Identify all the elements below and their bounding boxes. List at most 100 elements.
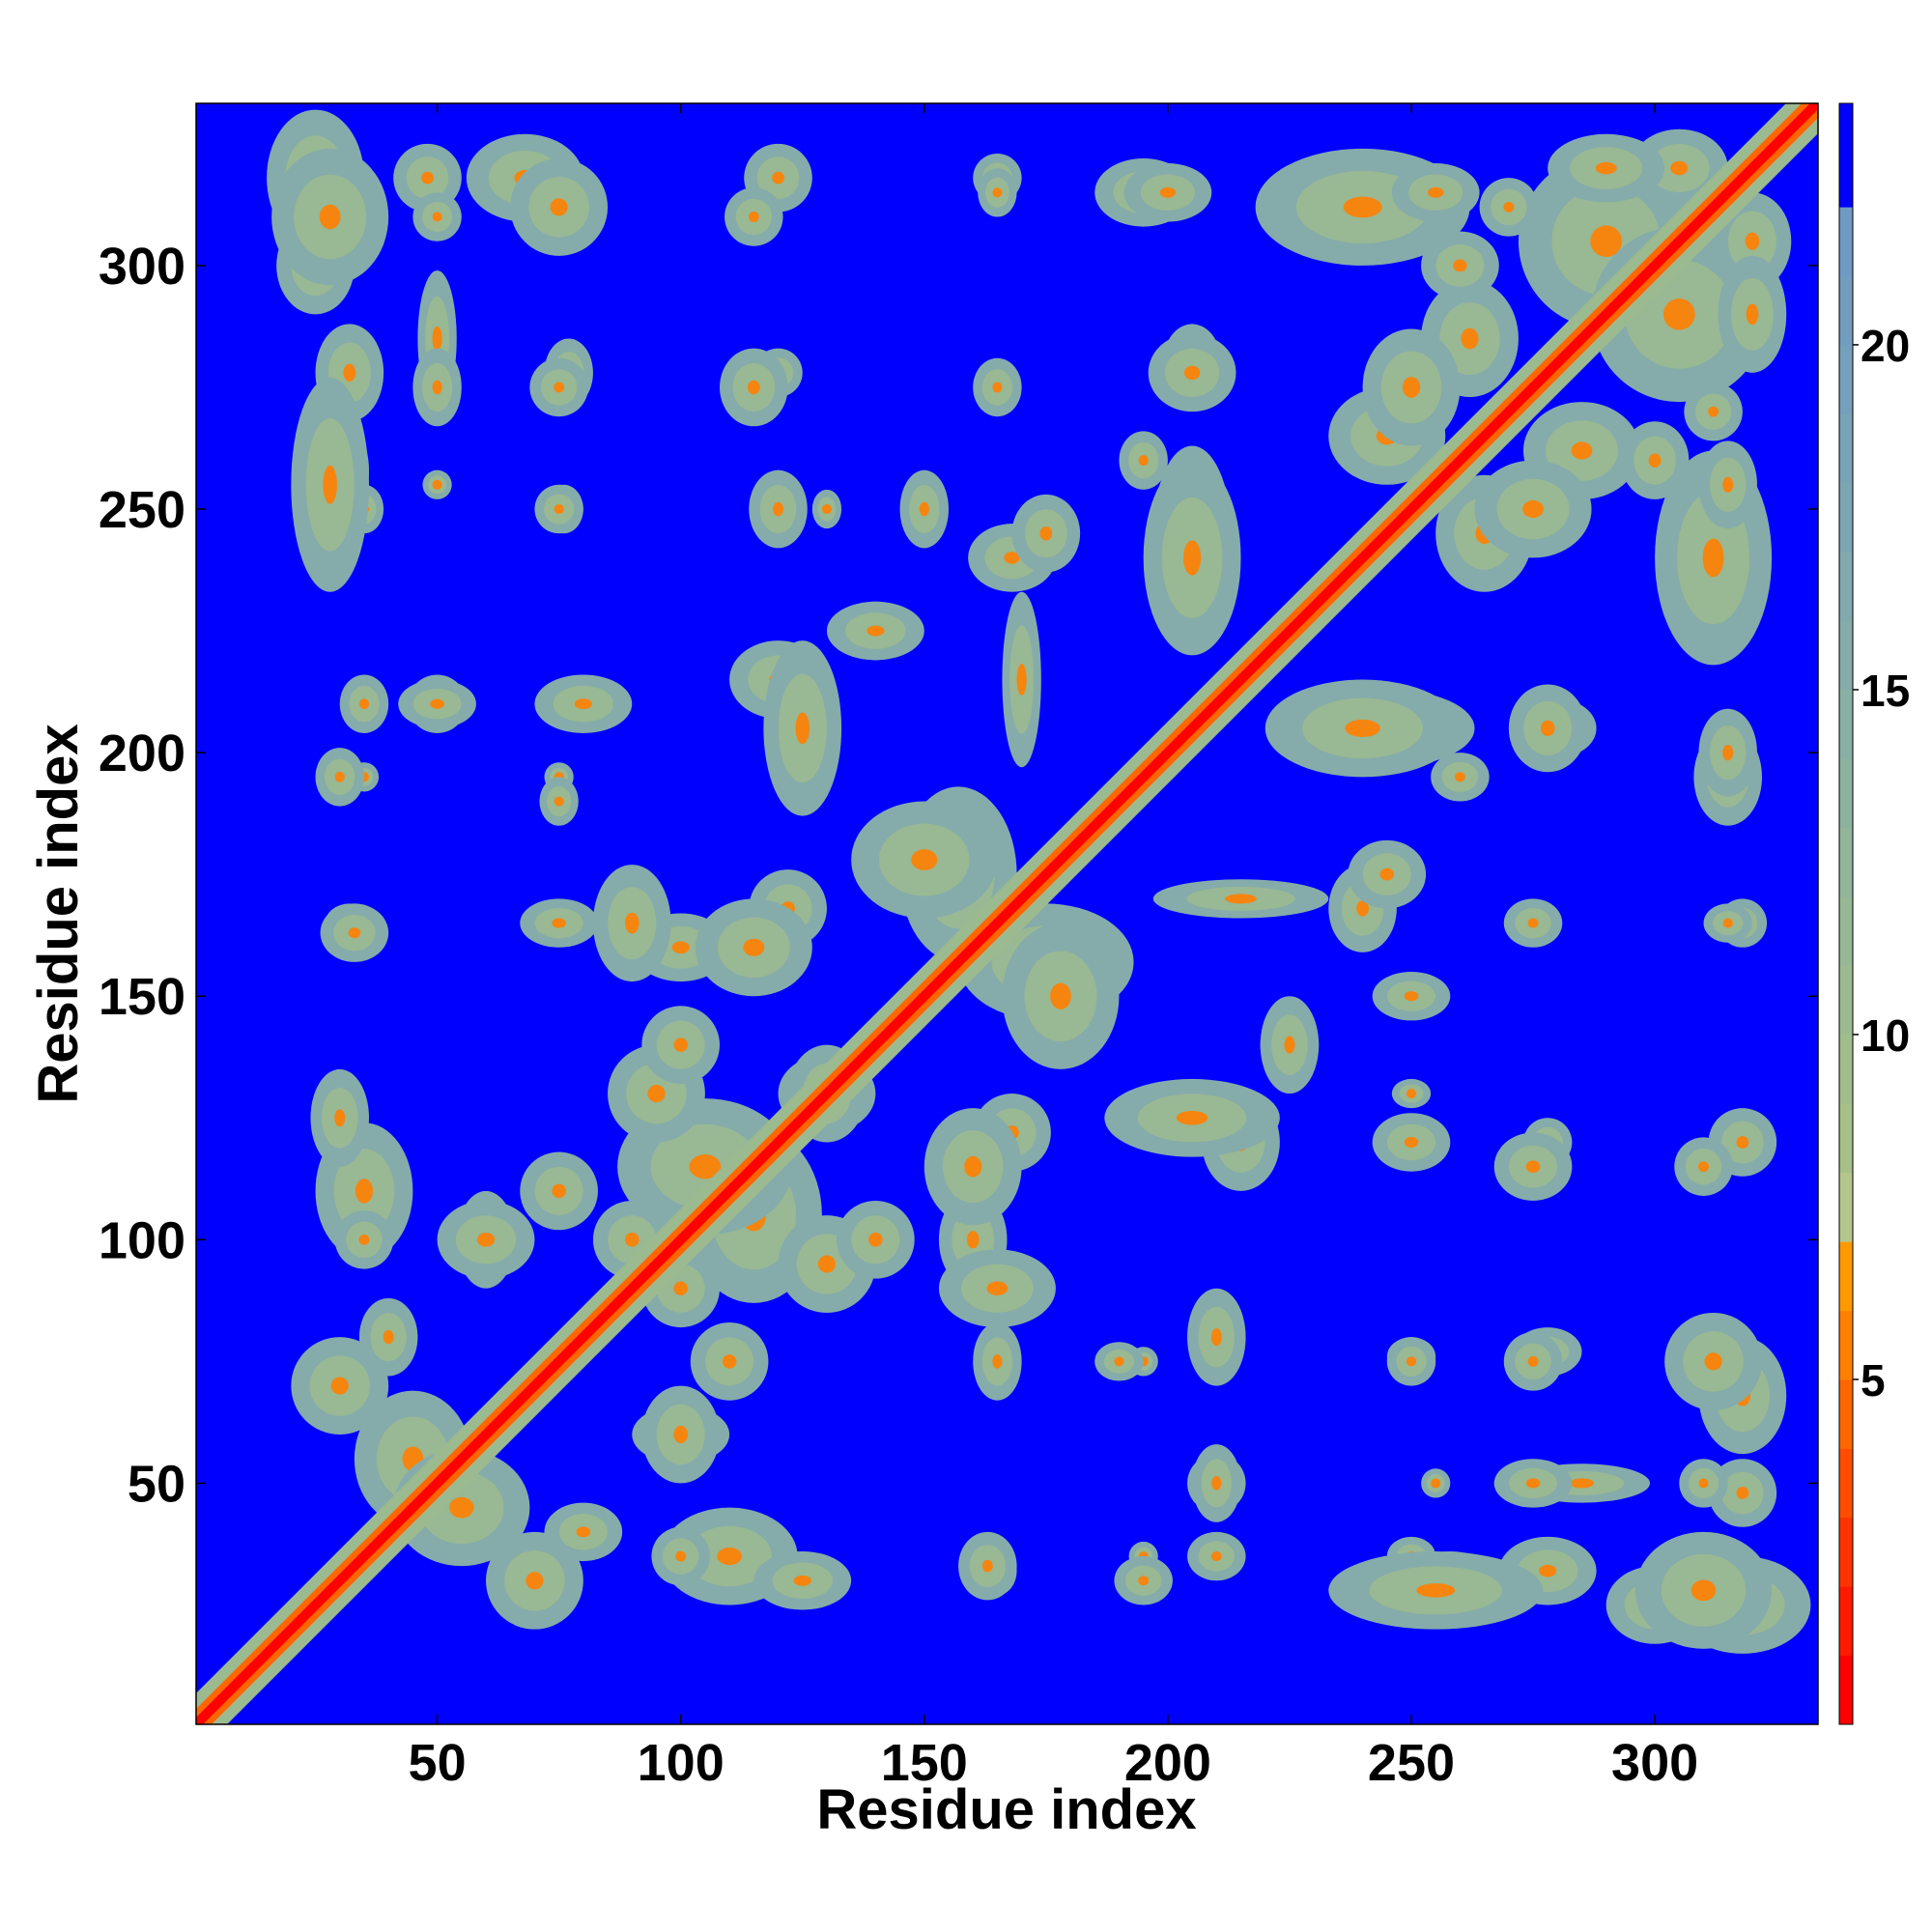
- contact-hotspot: [673, 1425, 688, 1444]
- contact-region: [412, 348, 462, 427]
- contact-hotspot: [355, 1179, 374, 1204]
- contact-region: [1372, 1113, 1451, 1172]
- contact-hotspot: [1183, 365, 1201, 381]
- colorbar-segment: [1839, 689, 1853, 759]
- contact-region: [923, 1108, 1022, 1226]
- contact-hotspot: [1702, 538, 1724, 578]
- contact-region: [1348, 839, 1427, 909]
- contact-region: [1664, 1312, 1763, 1410]
- contact-hotspot: [574, 698, 592, 710]
- contact-region: [811, 489, 842, 529]
- contact-hotspot: [1503, 201, 1515, 213]
- contact-hotspot: [722, 1354, 737, 1369]
- contact-region: [1152, 879, 1329, 919]
- y-tick-label: 300: [99, 238, 185, 296]
- y-axis-ticks: 50 100 150 200 250 300: [99, 238, 1818, 1513]
- contact-hotspot: [358, 1234, 370, 1245]
- y-axis-title: Residue index: [27, 724, 90, 1103]
- contact-region: [1148, 333, 1236, 412]
- x-tick-label: 250: [1368, 1734, 1455, 1792]
- colorbar-frame: [1838, 102, 1854, 1725]
- contact-hotspot: [747, 380, 760, 395]
- contact-hotspot: [358, 698, 369, 710]
- contact-hotspot: [1404, 991, 1419, 1002]
- contact-hotspot: [1662, 298, 1695, 330]
- contact-hotspot: [868, 1233, 883, 1247]
- contact-hotspot: [673, 1281, 688, 1295]
- contact-hotspot: [1745, 232, 1760, 250]
- colorbar-segment: [1839, 758, 1853, 829]
- contact-region: [1431, 753, 1490, 802]
- contact-region: [358, 1297, 418, 1377]
- contact-hotspot: [1571, 441, 1593, 460]
- contact-region: [1698, 708, 1757, 797]
- contact-region: [1391, 1078, 1432, 1109]
- contact-region: [1503, 898, 1563, 948]
- colorbar-segment: [1839, 1241, 1853, 1312]
- colorbar: [1838, 102, 1854, 1725]
- x-axis-title: Residue index: [816, 1778, 1196, 1841]
- contact-region: [1684, 382, 1743, 441]
- contact-region: [1421, 1468, 1451, 1498]
- contact-region: [938, 1249, 1056, 1328]
- contact-hotspot: [795, 712, 810, 745]
- colorbar-segment: [1839, 1310, 1853, 1380]
- contact-region: [753, 1551, 852, 1610]
- contact-hotspot: [430, 698, 444, 709]
- contact-region: [339, 674, 389, 733]
- contact-hotspot: [1698, 1478, 1709, 1489]
- contact-region: [1620, 421, 1690, 499]
- contact-hotspot: [992, 187, 1003, 198]
- contact-hotspot: [1590, 225, 1623, 258]
- contact-region: [1634, 1531, 1773, 1649]
- contact-region: [1372, 972, 1451, 1021]
- contact-hotspot: [1690, 1579, 1717, 1602]
- contact-hotspot: [1039, 526, 1053, 541]
- contact-hotspot: [526, 1572, 544, 1590]
- contact-hotspot: [330, 1377, 349, 1395]
- contact-region: [1114, 1556, 1173, 1605]
- contact-hotspot: [772, 171, 784, 185]
- contact-hotspot: [1138, 455, 1149, 467]
- contact-region: [695, 898, 812, 997]
- contact-region: [486, 1531, 583, 1630]
- contact-region: [310, 1068, 369, 1167]
- contact-hotspot: [1211, 1476, 1222, 1491]
- y-tick-label: 150: [99, 968, 185, 1026]
- contact-region: [520, 898, 598, 948]
- contact-hotspot: [323, 465, 337, 504]
- contact-hotspot: [992, 382, 1003, 393]
- colorbar-segment: [1839, 620, 1853, 691]
- contact-region: [1002, 591, 1041, 768]
- contact-region: [544, 1502, 623, 1562]
- contact-region: [291, 1337, 389, 1435]
- x-axis-ticks: 50 100 150 200 250 300: [409, 103, 1698, 1792]
- contact-hotspot: [1402, 377, 1421, 398]
- contact-region: [534, 674, 633, 733]
- colorbar-segment: [1839, 1378, 1853, 1449]
- contact-hotspot: [449, 1496, 474, 1519]
- contact-hotspot: [576, 1526, 591, 1538]
- contact-hotspot: [1016, 664, 1027, 696]
- contact-hotspot: [1159, 186, 1177, 198]
- contact-hotspot: [432, 212, 442, 222]
- contact-hotspot: [476, 1233, 496, 1247]
- colorbar-segment: [1839, 1586, 1853, 1657]
- plot-frame: [195, 102, 1819, 1725]
- contact-hotspot: [1210, 1328, 1222, 1347]
- contact-hotspot: [1698, 1161, 1709, 1173]
- colorbar-segment: [1839, 1655, 1853, 1725]
- colorbar-segment: [1839, 552, 1853, 622]
- contact-hotspot: [554, 382, 565, 393]
- contact-hotspot: [1176, 1111, 1208, 1125]
- contact-region: [1698, 440, 1757, 529]
- contact-region: [899, 469, 949, 549]
- contact-region: [724, 187, 783, 246]
- contact-region: [763, 640, 842, 816]
- contact-region: [412, 192, 462, 242]
- contact-region: [1386, 1337, 1436, 1386]
- contact-hotspot: [1416, 1583, 1456, 1598]
- contact-hotspot: [1225, 894, 1257, 904]
- contact-region: [320, 903, 389, 962]
